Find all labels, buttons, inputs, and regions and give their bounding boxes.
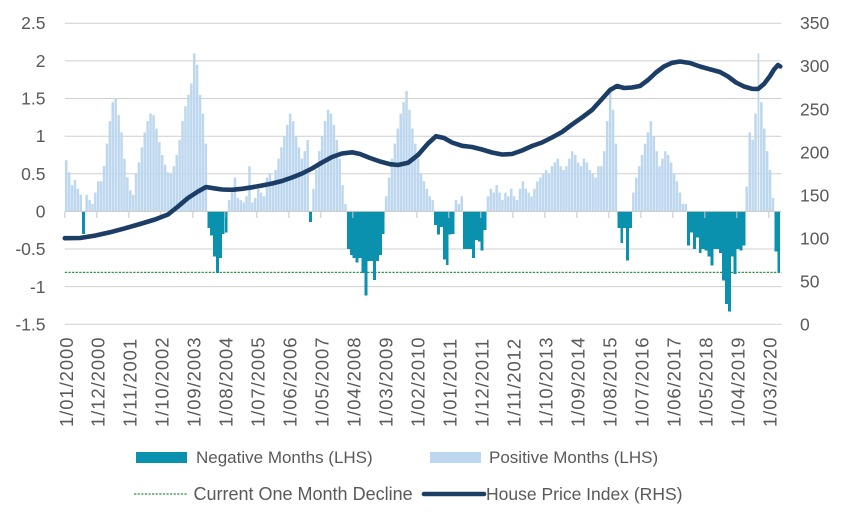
svg-text:1/06/2017: 1/06/2017 bbox=[664, 337, 685, 427]
svg-text:Current One Month Decline: Current One Month Decline bbox=[194, 484, 413, 504]
svg-text:House Price Index (RHS): House Price Index (RHS) bbox=[486, 484, 682, 504]
svg-text:100: 100 bbox=[800, 228, 829, 248]
svg-text:1/10/2002: 1/10/2002 bbox=[152, 337, 173, 427]
svg-text:1/04/2008: 1/04/2008 bbox=[344, 337, 365, 427]
svg-text:50: 50 bbox=[800, 271, 820, 291]
svg-text:Positive Months (LHS): Positive Months (LHS) bbox=[489, 448, 658, 467]
svg-text:300: 300 bbox=[800, 56, 829, 76]
svg-text:1/08/2004: 1/08/2004 bbox=[216, 337, 237, 427]
svg-text:350: 350 bbox=[800, 13, 829, 33]
svg-text:1/12/2000: 1/12/2000 bbox=[88, 337, 109, 427]
svg-text:150: 150 bbox=[800, 185, 829, 205]
svg-text:1/04/2019: 1/04/2019 bbox=[728, 337, 749, 427]
svg-text:2.5: 2.5 bbox=[21, 13, 45, 33]
svg-text:-1.5: -1.5 bbox=[15, 314, 45, 334]
svg-text:1/01/2011: 1/01/2011 bbox=[440, 338, 461, 427]
svg-text:1/08/2015: 1/08/2015 bbox=[600, 337, 621, 427]
svg-text:2: 2 bbox=[36, 51, 46, 71]
svg-text:-1: -1 bbox=[30, 277, 46, 297]
svg-text:0: 0 bbox=[36, 201, 46, 221]
svg-text:1/03/2009: 1/03/2009 bbox=[376, 337, 397, 427]
svg-text:1/09/2014: 1/09/2014 bbox=[568, 337, 589, 427]
svg-text:1/07/2005: 1/07/2005 bbox=[248, 337, 269, 427]
svg-text:1/10/2013: 1/10/2013 bbox=[536, 337, 557, 427]
svg-text:1: 1 bbox=[36, 126, 46, 146]
svg-text:1/05/2007: 1/05/2007 bbox=[312, 337, 333, 427]
svg-text:250: 250 bbox=[800, 99, 829, 119]
svg-text:1/11/2012: 1/11/2012 bbox=[504, 338, 525, 427]
svg-text:200: 200 bbox=[800, 142, 829, 162]
svg-text:0.5: 0.5 bbox=[21, 164, 45, 184]
svg-text:1.5: 1.5 bbox=[21, 89, 45, 109]
svg-text:1/11/2001: 1/11/2001 bbox=[120, 338, 141, 427]
svg-text:-0.5: -0.5 bbox=[15, 239, 45, 259]
svg-text:1/09/2003: 1/09/2003 bbox=[184, 337, 205, 427]
svg-text:1/07/2016: 1/07/2016 bbox=[632, 337, 653, 427]
svg-text:1/03/2020: 1/03/2020 bbox=[760, 337, 781, 427]
svg-text:1/02/2010: 1/02/2010 bbox=[408, 337, 429, 427]
svg-text:1/12/2011: 1/12/2011 bbox=[472, 338, 493, 427]
svg-text:Negative Months (LHS): Negative Months (LHS) bbox=[196, 448, 373, 467]
svg-text:1/06/2006: 1/06/2006 bbox=[280, 337, 301, 427]
svg-text:1/05/2018: 1/05/2018 bbox=[696, 337, 717, 427]
svg-text:0: 0 bbox=[800, 314, 810, 334]
svg-text:1/01/2000: 1/01/2000 bbox=[56, 337, 77, 427]
